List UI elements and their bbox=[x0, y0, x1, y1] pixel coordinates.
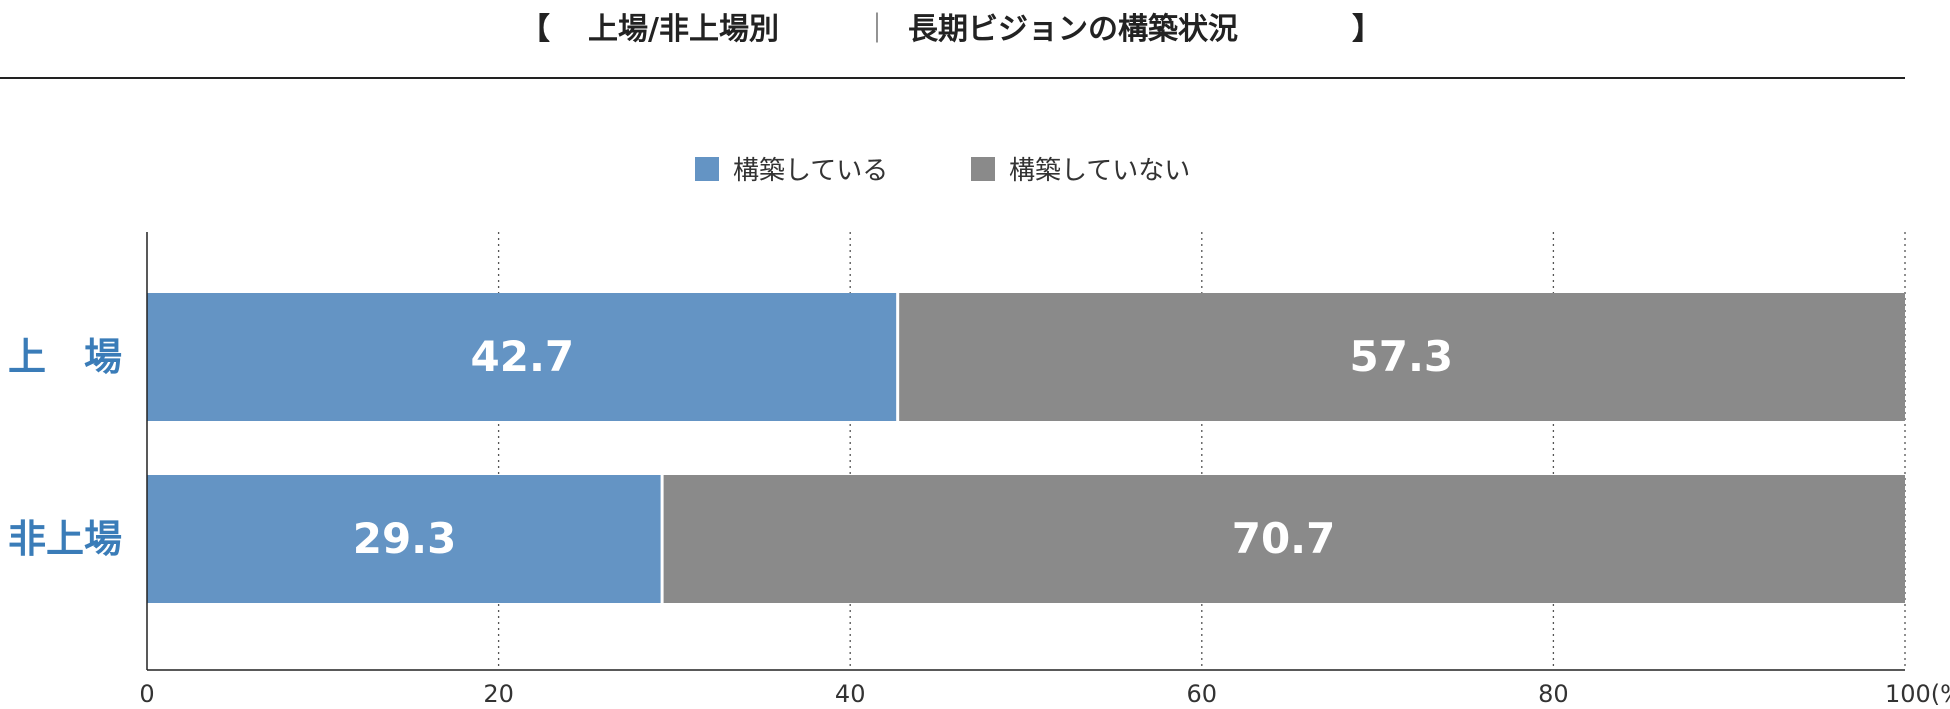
title-rule bbox=[0, 77, 1905, 79]
data-label-0-0: 42.7 bbox=[471, 332, 575, 381]
legend-item-built: 構築している bbox=[695, 150, 888, 187]
title-open-bracket: 【 bbox=[520, 12, 550, 47]
x-tick-label-20: 20 bbox=[483, 680, 514, 708]
bar-1-0 bbox=[147, 475, 661, 603]
data-label-0-1: 57.3 bbox=[1350, 332, 1454, 381]
category-label-0: 上 場 bbox=[8, 335, 122, 379]
legend-label-not-built: 構築していない bbox=[1009, 156, 1191, 186]
chart-title: 【 上場/非上場別 ｜ 長期ビジョンの構築状況 】 bbox=[0, 0, 1905, 50]
x-tick-label-100: 100(%) bbox=[1885, 680, 1950, 708]
legend-swatch-not-built bbox=[971, 156, 995, 181]
bar-0-1 bbox=[899, 293, 1905, 421]
x-tick-label-0: 0 bbox=[139, 680, 154, 708]
title-close-bracket: 】 bbox=[1352, 12, 1382, 47]
bar-1-1 bbox=[663, 475, 1905, 603]
legend-item-not-built: 構築していない bbox=[971, 150, 1190, 187]
x-tick-label-40: 40 bbox=[835, 680, 866, 708]
bar-0-0 bbox=[147, 293, 897, 421]
title-main: 上場/非上場別 bbox=[588, 12, 779, 47]
legend-label-built: 構築している bbox=[733, 156, 889, 186]
legend-swatch-built bbox=[695, 156, 719, 181]
x-tick-label-60: 60 bbox=[1187, 680, 1218, 708]
data-label-1-0: 29.3 bbox=[353, 514, 457, 563]
x-tick-label-80: 80 bbox=[1538, 680, 1569, 708]
title-separator: ｜ bbox=[862, 12, 892, 47]
title-sub: 長期ビジョンの構築状況 bbox=[908, 12, 1238, 47]
data-label-1-1: 70.7 bbox=[1232, 514, 1336, 563]
category-label-1: 非上場 bbox=[8, 517, 122, 561]
legend: 構築している 構築していない bbox=[0, 150, 1950, 190]
